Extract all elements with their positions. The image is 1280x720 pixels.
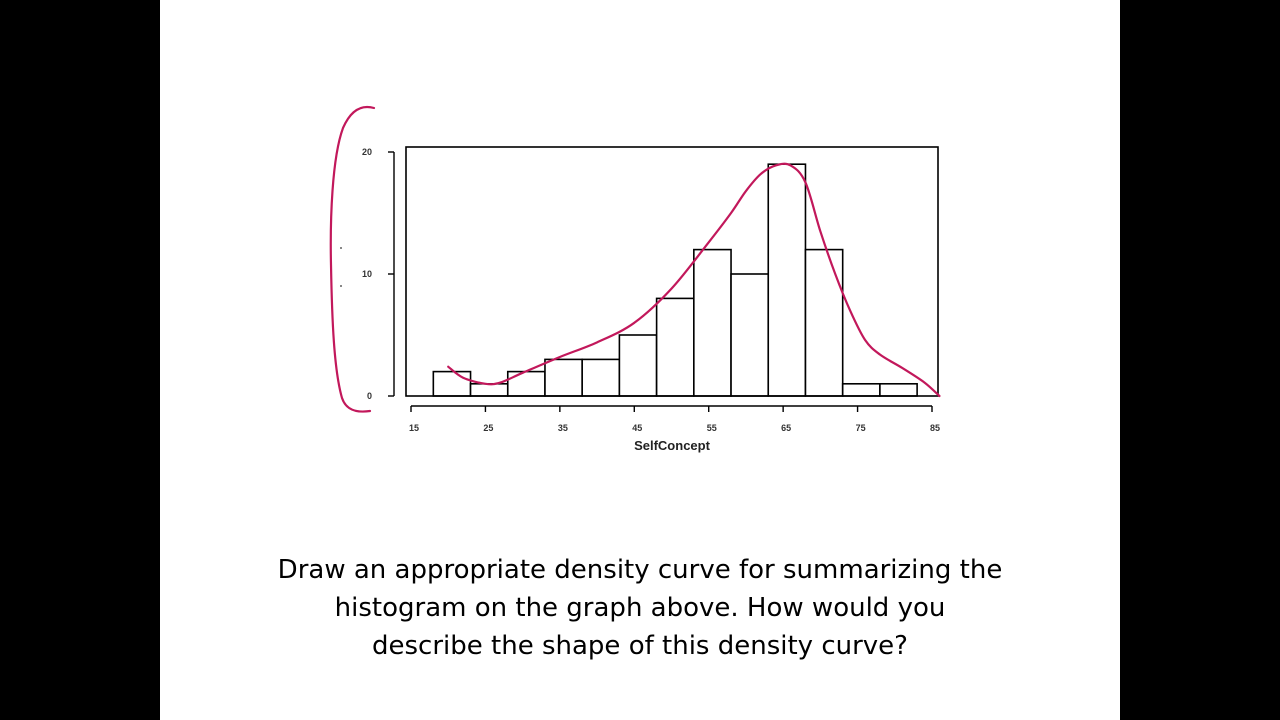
x-tick-label: 85 bbox=[930, 423, 940, 433]
x-tick-label: 15 bbox=[409, 423, 419, 433]
ink-dot bbox=[340, 285, 342, 287]
x-tick-label: 35 bbox=[558, 423, 568, 433]
histogram-bar-1 bbox=[469, 382, 509, 397]
x-axis: 15 25 35 45 55 65 75 85 bbox=[409, 405, 940, 433]
histogram-bar-4 bbox=[581, 358, 621, 397]
histogram-bars bbox=[432, 163, 918, 397]
histogram-bar-10 bbox=[804, 248, 844, 397]
handwritten-annotations bbox=[329, 105, 941, 413]
x-axis-title: SelfConcept bbox=[634, 438, 711, 453]
y-tick-label: 10 bbox=[362, 269, 372, 279]
histogram-bar-8 bbox=[730, 273, 770, 397]
ink-dot bbox=[340, 247, 342, 249]
y-tick-label: 0 bbox=[367, 391, 372, 401]
slide-prompt: Draw an appropriate density curve for su… bbox=[160, 551, 1120, 665]
prompt-line-3: describe the shape of this density curve… bbox=[372, 631, 908, 661]
density-curve-annotation bbox=[447, 162, 941, 398]
prompt-line-1: Draw an appropriate density curve for su… bbox=[277, 555, 1003, 585]
histogram-bar-0 bbox=[432, 370, 472, 397]
x-tick-label: 65 bbox=[781, 423, 791, 433]
histogram-bar-6 bbox=[655, 297, 695, 397]
y-tick-label: 20 bbox=[362, 147, 372, 157]
histogram-bar-5 bbox=[618, 334, 658, 397]
x-tick-label: 45 bbox=[632, 423, 642, 433]
histogram-bar-3 bbox=[544, 358, 583, 397]
histogram-bar-2 bbox=[506, 370, 546, 397]
y-axis: 0 10 20 bbox=[362, 147, 395, 401]
bracket-annotation bbox=[329, 105, 376, 413]
x-tick-label: 25 bbox=[483, 423, 493, 433]
histogram-bar-11 bbox=[841, 382, 881, 397]
x-tick-label: 55 bbox=[707, 423, 717, 433]
plot-frame bbox=[405, 146, 939, 397]
x-tick-label: 75 bbox=[856, 423, 866, 433]
prompt-line-2: histogram on the graph above. How would … bbox=[334, 593, 946, 623]
histogram-bar-12 bbox=[879, 382, 918, 397]
histogram-bar-7 bbox=[693, 248, 732, 397]
histogram-bar-9 bbox=[767, 163, 807, 397]
